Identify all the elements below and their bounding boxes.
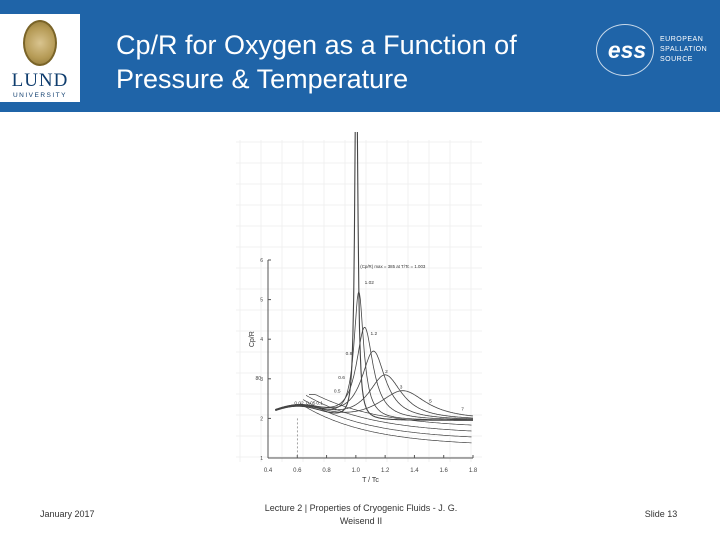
x-tick-label: 1.2 xyxy=(381,468,390,474)
footer-date: January 2017 xyxy=(40,509,95,519)
ess-line-3: SOURCE xyxy=(660,56,693,63)
chart-annotation: (Cp/R) max = 385 at T/Tc = 1.003 xyxy=(360,264,426,269)
x-axis-label: T / Tc xyxy=(362,477,379,484)
y-tick-label: 3 xyxy=(260,377,263,383)
ess-line-2: SPALLATION xyxy=(660,46,708,53)
cp-curve xyxy=(275,350,473,420)
cp-curve xyxy=(275,374,473,419)
y-tick-label: 2 xyxy=(260,416,263,422)
ess-logo-word: ess xyxy=(607,37,647,63)
x-tick-label: 1.4 xyxy=(410,468,419,474)
curve-label: 0.6 xyxy=(338,375,345,381)
ess-logo: ess EUROPEAN SPALLATION SOURCE xyxy=(594,18,720,82)
x-tick-label: 0.6 xyxy=(293,468,302,474)
cp-curve-low xyxy=(309,394,472,426)
y-tick-label: 1 xyxy=(260,456,263,462)
x-tick-label: 0.4 xyxy=(264,468,273,474)
slide-title: Cp/R for Oxygen as a Function of Pressur… xyxy=(116,30,517,94)
lund-logo-sub: UNIVERSITY xyxy=(12,92,67,99)
y-tick-label: 4 xyxy=(260,337,263,343)
chart-background xyxy=(230,132,490,484)
slide-header: LUND UNIVERSITY Cp/R for Oxygen as a Fun… xyxy=(0,0,720,112)
cp-curve xyxy=(275,132,473,421)
cp-curve-low xyxy=(305,395,472,432)
curve-label: 1.2 xyxy=(371,331,378,337)
ess-ring-icon xyxy=(596,24,654,76)
cp-curve-low xyxy=(300,403,472,444)
y-extra-label: 80 xyxy=(255,376,261,382)
curve-label: 0.05 xyxy=(306,401,316,407)
ess-line-1: EUROPEAN xyxy=(660,36,704,43)
curve-label: 5 xyxy=(429,399,432,405)
y-axis-label: Cp/R xyxy=(249,331,256,347)
curve-label: 1.02 xyxy=(365,280,375,286)
ess-logo-text: EUROPEAN SPALLATION SOURCE xyxy=(660,35,720,65)
curve-label: 0.02 xyxy=(294,401,304,407)
y-tick-label: 5 xyxy=(260,298,263,304)
curve-label: 0.5 xyxy=(334,389,341,395)
footer-slide-number: Slide 13 xyxy=(644,509,678,519)
cp-curve xyxy=(275,390,474,417)
cp-curve-low xyxy=(302,399,472,438)
cp-chart: 0.4 0.6 0.8 1.0 1.2 1.4 1.6 1.8 1 2 3 4 5 6 80 T / Tc Cp… xyxy=(230,132,490,484)
footer-lecture: Lecture 2 | Properties of Cryogenic Flui… xyxy=(264,503,458,526)
curve-label: 2 xyxy=(385,369,388,375)
seal-icon xyxy=(23,20,57,66)
x-tick-label: 1.0 xyxy=(352,468,361,474)
x-tick-label: 1.8 xyxy=(469,468,478,474)
x-tick-label: 0.8 xyxy=(322,468,331,474)
curve-label: 0.1 xyxy=(316,401,323,407)
y-tick-label: 6 xyxy=(260,258,263,264)
lund-university-logo: LUND UNIVERSITY xyxy=(0,14,80,102)
curve-label: 7 xyxy=(461,406,464,412)
x-tick-label: 1.6 xyxy=(440,468,449,474)
curve-label: 3 xyxy=(400,385,403,391)
curve-label: 0.8 xyxy=(346,351,353,357)
lund-logo-word: LUND xyxy=(11,70,69,91)
